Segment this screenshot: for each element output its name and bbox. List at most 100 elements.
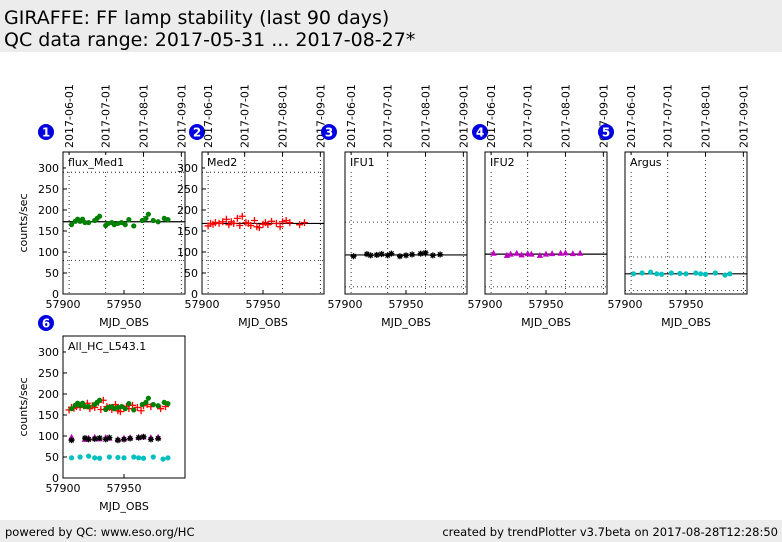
data-point xyxy=(378,251,385,258)
data-point xyxy=(143,215,149,221)
footer-left: powered by QC: www.eso.org/HC xyxy=(5,525,194,539)
panel-title: Argus xyxy=(630,156,662,169)
data-point xyxy=(131,407,137,413)
title-box xyxy=(488,155,521,169)
header-band xyxy=(0,0,782,52)
title-box xyxy=(348,155,381,169)
panel-badge xyxy=(472,124,488,140)
panel-number: 6 xyxy=(42,317,50,331)
data-point xyxy=(693,270,699,276)
y-tick-label: 200 xyxy=(177,204,198,217)
title-box xyxy=(205,155,238,169)
data-point xyxy=(126,401,132,407)
x-axis-label: MJD_OBS xyxy=(99,316,149,329)
data-point xyxy=(68,222,75,228)
data-point xyxy=(437,251,444,258)
data-point xyxy=(238,212,246,220)
data-point xyxy=(654,271,660,277)
x-axis-label: MJD_OBS xyxy=(238,316,288,329)
data-point xyxy=(576,249,584,256)
data-point xyxy=(140,433,147,440)
data-point xyxy=(528,250,535,257)
data-point xyxy=(165,401,171,407)
data-point xyxy=(131,454,137,460)
data-point xyxy=(282,216,290,224)
date-tick-label: 2017-08-01 xyxy=(420,84,433,148)
data-point xyxy=(102,436,109,443)
data-point xyxy=(722,272,728,278)
x-axis-label: MJD_OBS xyxy=(661,316,711,329)
data-point xyxy=(727,271,733,277)
date-tick-label: 2017-06-01 xyxy=(202,84,215,148)
panel-badge xyxy=(189,124,205,140)
x-tick-label: 57900 xyxy=(185,298,220,311)
panel-badge xyxy=(321,124,337,140)
x-axis-label: MJD_OBS xyxy=(521,316,571,329)
data-point xyxy=(367,252,374,259)
y-tick-label: 150 xyxy=(177,225,198,238)
data-point xyxy=(121,436,127,443)
date-tick-label: 2017-09-01 xyxy=(737,84,750,148)
date-tick-label: 2017-08-01 xyxy=(560,84,573,148)
y-tick-label: 0 xyxy=(52,288,59,301)
data-point xyxy=(668,270,674,276)
data-point xyxy=(97,213,103,219)
date-tick-label: 2017-08-01 xyxy=(277,84,290,148)
date-tick-label: 2017-07-01 xyxy=(239,84,252,148)
data-point xyxy=(562,249,569,256)
y-tick-label: 100 xyxy=(38,246,59,259)
page-title: GIRAFFE: FF lamp stability (last 90 days… xyxy=(4,7,389,29)
data-point xyxy=(536,251,544,258)
y-tick-label: 50 xyxy=(45,267,59,280)
data-point xyxy=(165,217,171,223)
panel-number: 5 xyxy=(602,126,610,140)
data-point xyxy=(115,454,121,461)
data-point xyxy=(518,251,525,258)
data-point xyxy=(268,217,276,225)
data-point xyxy=(97,455,103,461)
x-axis-label: MJD_OBS xyxy=(99,500,149,513)
y-tick-label: 200 xyxy=(38,204,59,217)
data-point xyxy=(150,217,156,224)
data-point xyxy=(136,455,142,461)
data-point xyxy=(155,403,161,409)
date-tick-label: 2017-07-01 xyxy=(662,84,675,148)
date-tick-label: 2017-07-01 xyxy=(100,84,113,148)
data-point xyxy=(639,270,645,276)
data-point xyxy=(712,270,718,276)
data-point xyxy=(236,222,244,230)
data-point xyxy=(127,435,134,442)
data-point xyxy=(82,403,88,410)
panel-title: flux_Med1 xyxy=(68,156,124,169)
data-point xyxy=(106,434,113,441)
data-point xyxy=(276,223,284,231)
data-point xyxy=(557,249,564,256)
date-tick-label: 2017-09-01 xyxy=(175,84,188,148)
data-point xyxy=(698,271,704,277)
panel-number: 1 xyxy=(42,126,50,140)
x-tick-label: 57950 xyxy=(107,482,142,495)
data-point xyxy=(702,271,709,277)
data-point xyxy=(373,251,380,258)
x-tick-label: 57950 xyxy=(246,298,281,311)
y-tick-label: 250 xyxy=(38,367,59,380)
x-tick-label: 57950 xyxy=(107,298,142,311)
x-tick-label: 57950 xyxy=(529,298,564,311)
data-point xyxy=(363,251,370,258)
date-tick-label: 2017-09-01 xyxy=(457,84,470,148)
data-point xyxy=(507,250,514,257)
data-point xyxy=(145,395,151,401)
data-point xyxy=(513,249,520,256)
panel-number: 4 xyxy=(476,126,484,140)
data-point xyxy=(222,215,230,223)
data-point xyxy=(409,251,416,258)
data-point xyxy=(160,456,166,462)
panel-title: Med2 xyxy=(207,156,237,169)
page-subtitle: QC data range: 2017-05-31 ... 2017-08-27… xyxy=(4,29,415,51)
data-point xyxy=(147,436,154,443)
data-point xyxy=(86,453,92,459)
data-point xyxy=(121,455,127,461)
data-point xyxy=(68,406,75,412)
y-tick-label: 150 xyxy=(38,409,59,422)
data-point xyxy=(81,435,88,442)
